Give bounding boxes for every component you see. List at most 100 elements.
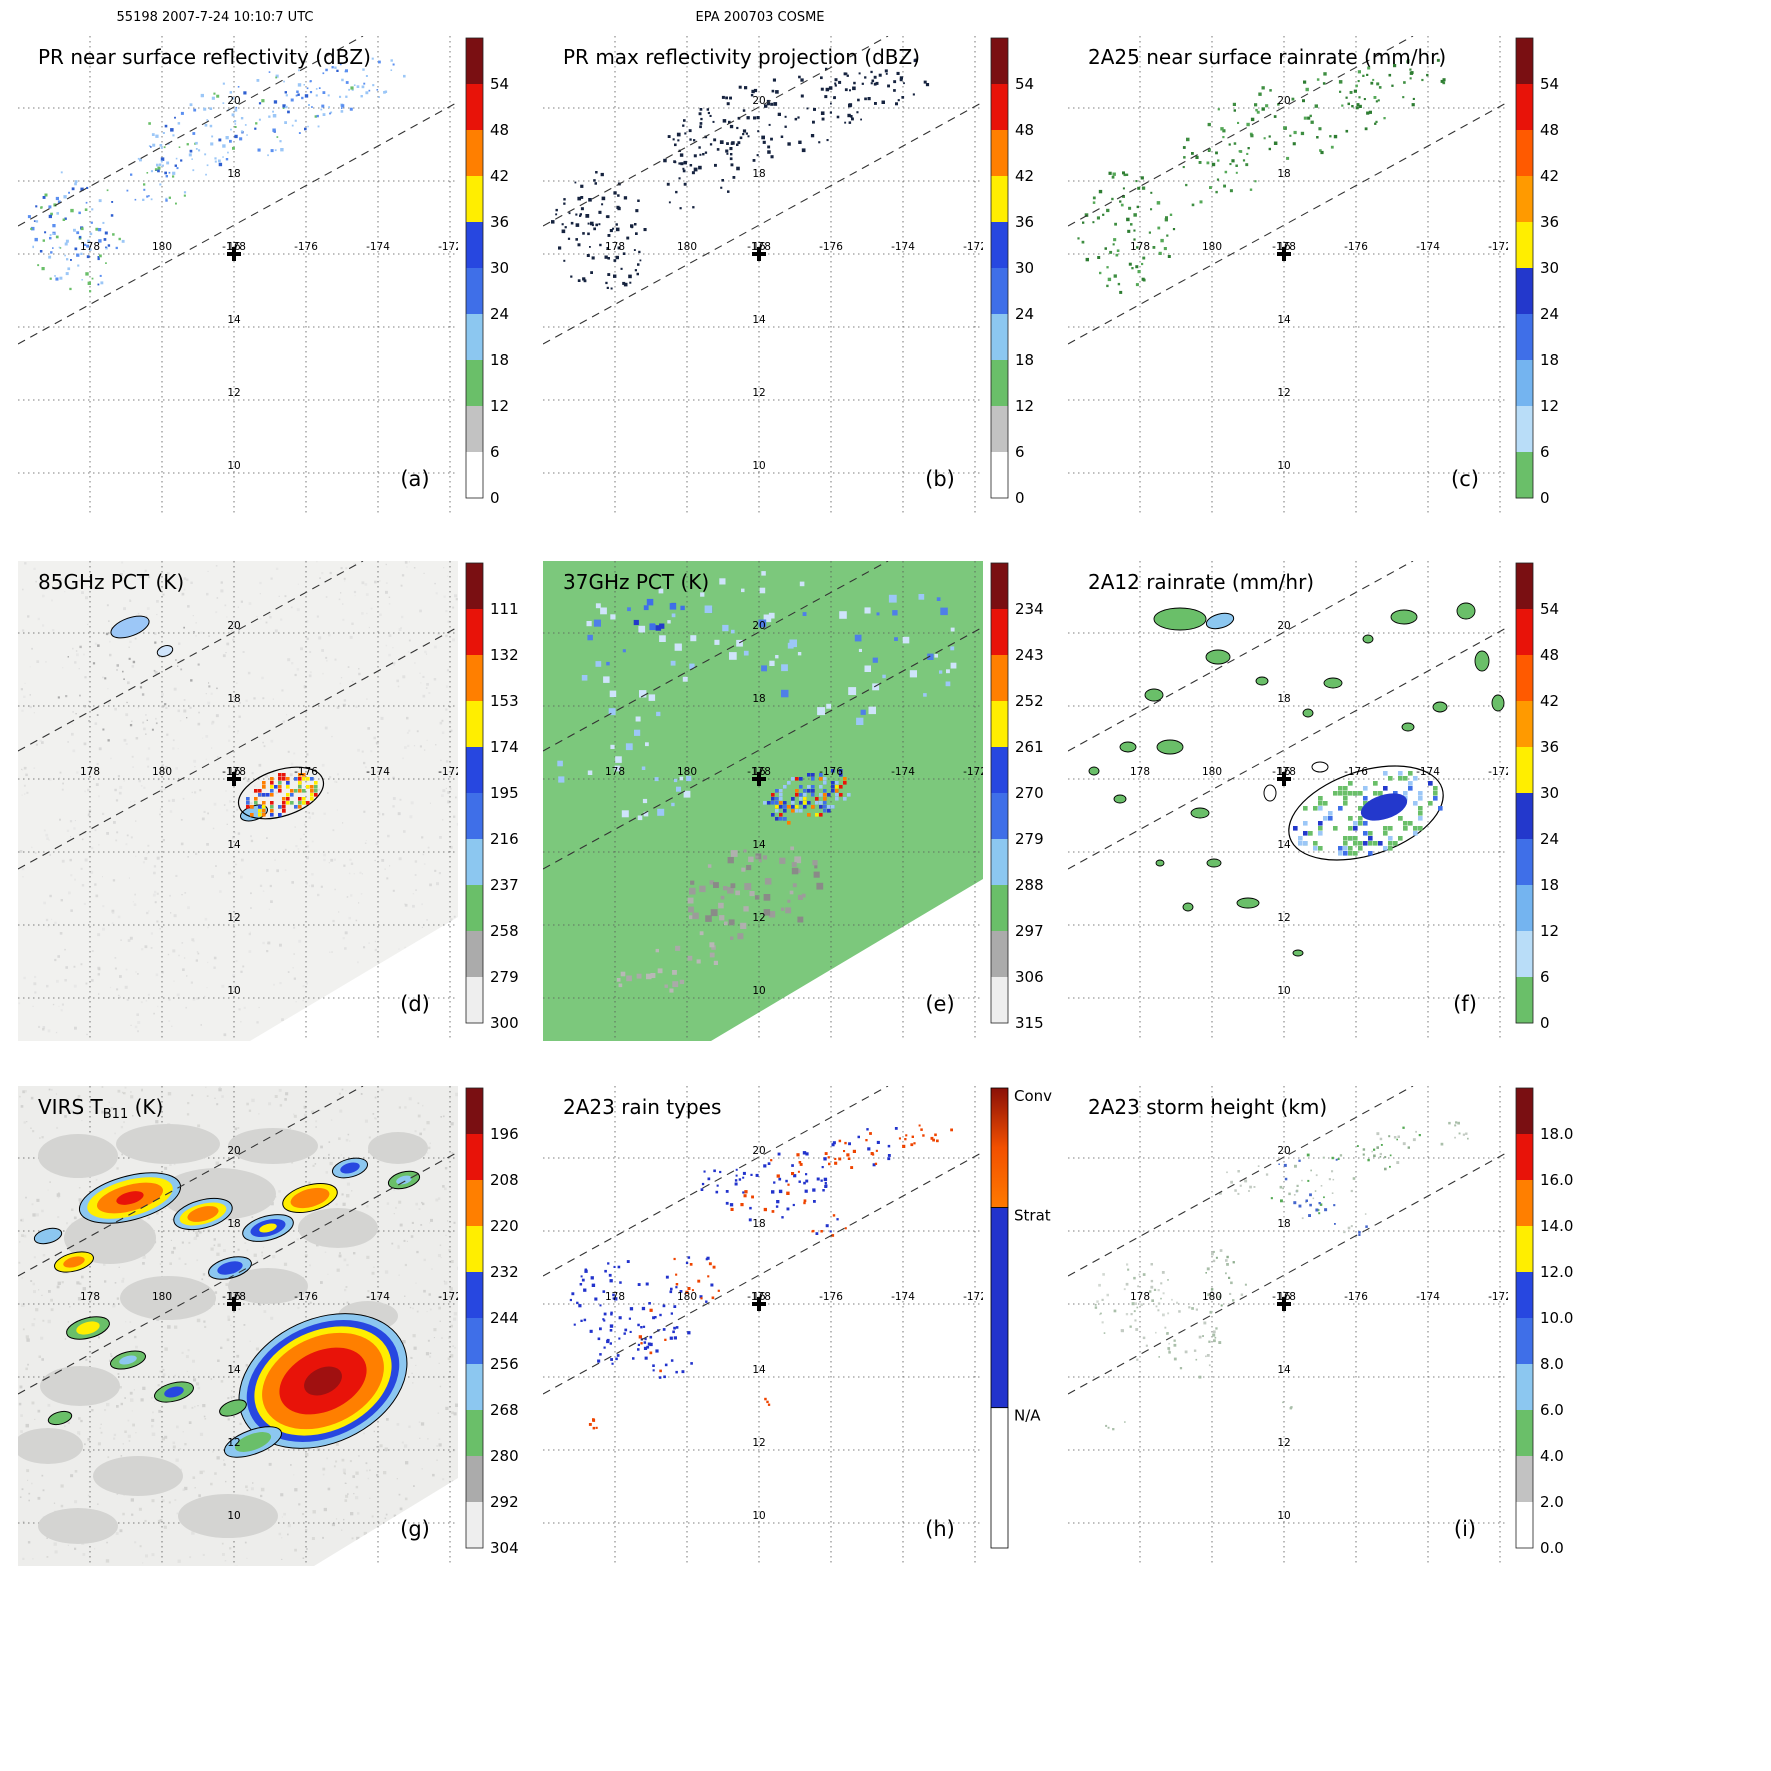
- panel-title: 2A23 rain types: [563, 1095, 721, 1119]
- data-layer: [1088, 602, 1505, 957]
- lon-label: -176: [294, 766, 318, 778]
- texture-layer: [18, 561, 458, 1041]
- colorbar-tick-label: 54: [1540, 75, 1559, 93]
- swath-dashed-lines: [543, 561, 983, 870]
- colorbar-tick-label: 234: [1015, 600, 1044, 618]
- lat-label: 18: [752, 168, 765, 180]
- colorbar: 18.0 16.0 14.0 12.0 10.0 8.0 6.0 4.0 2.0 0.0: [1515, 1087, 1573, 1557]
- lat-label: 20: [752, 95, 765, 107]
- lat-label: 18: [752, 693, 765, 705]
- colorbar-tick-label: 24: [490, 305, 509, 323]
- colorbar-zone-strat: [990, 1207, 1009, 1409]
- colorbar-tick-label: 54: [1540, 600, 1559, 618]
- lat-label: 14: [227, 314, 241, 326]
- lat-label: 10: [752, 460, 765, 472]
- lat-label: 18: [1277, 168, 1290, 180]
- swath-dashed-lines: [1068, 561, 1508, 870]
- lon-label: -176: [1344, 241, 1368, 253]
- lat-label: 12: [1277, 1437, 1290, 1449]
- colorbar-tick-label: 244: [490, 1309, 519, 1327]
- colorbar-tick-label: 6: [1015, 443, 1025, 461]
- colorbar-tick-label: 232: [490, 1263, 519, 1281]
- lon-label: 178: [605, 241, 625, 253]
- colorbar-tick-label: 252: [1015, 692, 1044, 710]
- colorbar-tick-label: 54: [1015, 75, 1034, 93]
- lon-label: -174: [891, 241, 915, 253]
- lat-label: 14: [227, 1364, 241, 1376]
- lon-label: 180: [677, 1291, 697, 1303]
- panel-d-figure: 178180-178-176-174-17220181614121085GHz …: [18, 561, 519, 1041]
- lon-label: -176: [819, 1291, 843, 1303]
- lon-label: -174: [1416, 1291, 1440, 1303]
- colorbar-zone-label: N/A: [1014, 1407, 1041, 1425]
- lon-label: 178: [605, 766, 625, 778]
- colorbar: Conv Strat N/A: [990, 1087, 1052, 1549]
- lon-label: -174: [891, 766, 915, 778]
- colorbar-tick-label: 10.0: [1540, 1309, 1573, 1327]
- panel-title: 2A12 rainrate (mm/hr): [1088, 570, 1314, 594]
- colorbar-tick-label: 6: [490, 443, 500, 461]
- panel-letter: (a): [400, 467, 429, 491]
- panel-d: 178180-178-176-174-17220181614121085GHz …: [10, 551, 535, 1076]
- site-marker-plus: [1277, 1297, 1291, 1311]
- colorbar-tick-label: 196: [490, 1125, 519, 1143]
- colorbar: 234 243 252 261 270 279 288 297 306 315: [990, 562, 1044, 1032]
- colorbar-tick-label: 2.0: [1540, 1493, 1564, 1511]
- lon-label: 178: [80, 1291, 100, 1303]
- colorbar-tick-label: 304: [490, 1539, 519, 1557]
- lat-label: 12: [752, 387, 765, 399]
- colorbar-zone-label: Strat: [1014, 1207, 1051, 1225]
- colorbar-tick-label: 36: [1540, 738, 1559, 756]
- colorbar: 54 48 42 36 30 24 18 12 6 0: [1515, 37, 1559, 507]
- colorbar-tick-label: 12.0: [1540, 1263, 1573, 1281]
- panel-title: PR near surface reflectivity (dBZ): [38, 45, 371, 69]
- colorbar: 54 48 42 36 30 24 18 12 6 0: [990, 37, 1034, 507]
- lat-label: 12: [227, 912, 240, 924]
- colorbar-tick-label: 30: [490, 259, 509, 277]
- colorbar-tick-label: 306: [1015, 968, 1044, 986]
- colorbar-tick-label: 237: [490, 876, 519, 894]
- colorbar-tick-label: 300: [490, 1014, 519, 1032]
- panel-title: VIRS TB11 (K): [38, 1095, 163, 1122]
- colorbar-tick-label: 0: [1540, 489, 1550, 507]
- panel-title: 85GHz PCT (K): [38, 570, 184, 594]
- colorbar-tick-label: 297: [1015, 922, 1044, 940]
- colorbar-tick-label: 315: [1015, 1014, 1044, 1032]
- lat-label: 20: [1277, 95, 1290, 107]
- map-gridlines: [1068, 1086, 1508, 1566]
- lon-label: -174: [366, 241, 390, 253]
- lon-label: -172: [963, 1291, 987, 1303]
- lat-label: 14: [752, 1364, 766, 1376]
- lat-label: 10: [227, 985, 240, 997]
- panel-letter: (e): [925, 992, 954, 1016]
- swath-dashed-lines: [18, 561, 458, 870]
- scan-id-header: 55198 2007-7-24 10:10:7 UTC: [116, 10, 314, 25]
- data-layer: [569, 1124, 953, 1430]
- site-marker-plus: [1277, 247, 1291, 261]
- colorbar-tick-label: 243: [1015, 646, 1044, 664]
- panel-letter: (i): [1454, 1517, 1476, 1541]
- colorbar-tick-label: 24: [1540, 830, 1559, 848]
- colorbar-tick-label: 12: [490, 397, 509, 415]
- colorbar: 196 208 220 232 244 256 268 280 292 304: [465, 1087, 519, 1557]
- lon-label: -174: [366, 766, 390, 778]
- colorbar-tick-label: 0: [1540, 1014, 1550, 1032]
- data-layer: [557, 571, 957, 993]
- map-gridlines: [18, 561, 458, 1041]
- lat-label: 12: [1277, 387, 1290, 399]
- lon-label: 180: [1202, 1291, 1222, 1303]
- colorbar-tick-label: 8.0: [1540, 1355, 1564, 1373]
- lon-label: -176: [1344, 1291, 1368, 1303]
- colorbar-tick-label: 111: [490, 600, 519, 618]
